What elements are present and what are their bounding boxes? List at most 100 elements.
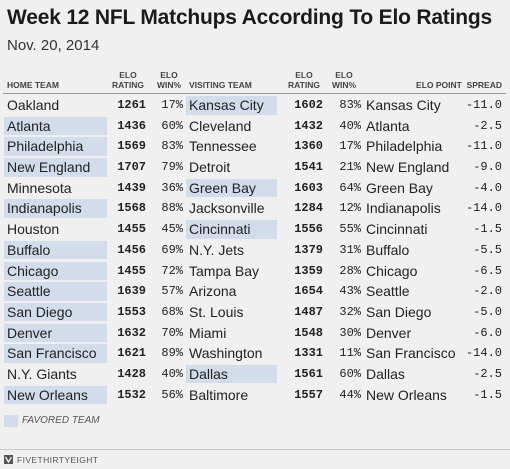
visit-elo-rating-cell: 1432 [294, 118, 323, 133]
home-elo-rating-cell: 1436 [117, 118, 146, 133]
table-row: Buffalo 1456 69% N.Y. Jets 1379 31% Buffalo -5.… [0, 240, 510, 262]
home-elo-rating-cell: 1439 [117, 180, 146, 195]
visit-elo-rating-cell: 1284 [294, 201, 323, 216]
visit-elo-rating-cell: 1602 [294, 98, 323, 112]
visiting-team-cell: St. Louis [189, 303, 244, 320]
home-elo-rating-cell: 1568 [117, 201, 146, 216]
legend-swatch [4, 415, 18, 427]
home-elo-rating-cell: 1621 [117, 346, 146, 361]
visiting-team-cell: Tennessee [189, 138, 257, 155]
visit-elo-win-cell: 12% [339, 201, 361, 216]
point-spread-cell: -6.5 [473, 263, 502, 278]
visiting-team-cell: Miami [189, 324, 227, 341]
table-row: San Diego 1553 68% St. Louis 1487 32% San Dieg… [0, 302, 510, 324]
visit-elo-rating-cell: 1360 [294, 139, 323, 154]
visiting-team-cell: Cleveland [189, 117, 252, 134]
visit-elo-win-cell: 44% [339, 387, 361, 402]
header-visiting-team: VISITING TEAM [189, 80, 252, 90]
home-team-cell: Houston [7, 221, 60, 238]
home-elo-win-cell: 40% [161, 366, 183, 381]
header-visit-elo-win: ELO WIN% [331, 70, 357, 90]
home-elo-win-cell: 36% [161, 180, 183, 195]
visiting-team-cell: Tampa Bay [189, 262, 260, 279]
point-spread-cell: -5.0 [473, 304, 502, 319]
visiting-team-cell: Detroit [189, 159, 231, 176]
visit-elo-rating-cell: 1548 [294, 325, 323, 340]
point-spread-cell: -1.5 [473, 222, 502, 237]
favored-team-cell: San Diego [366, 303, 432, 320]
point-spread-cell: -5.5 [473, 242, 502, 257]
home-elo-rating-cell: 1532 [117, 387, 146, 402]
visit-elo-win-cell: 31% [339, 242, 361, 257]
home-elo-win-cell: 89% [161, 346, 183, 361]
visiting-team-cell: Cincinnati [186, 220, 277, 239]
home-elo-win-cell: 45% [161, 222, 183, 237]
footer-brand: FIVETHIRTYEIGHT [17, 455, 99, 465]
table-row: Oakland 1261 17% Kansas City 1602 83% Kansas C… [0, 96, 510, 117]
point-spread-cell: -6.0 [473, 325, 502, 340]
fivethirtyeight-logo-icon [4, 455, 13, 464]
visit-elo-win-cell: 21% [339, 160, 361, 175]
visiting-team-cell: Green Bay [186, 178, 277, 198]
home-elo-rating-cell: 1553 [117, 304, 146, 319]
favored-team-cell: Cincinnati [366, 221, 428, 238]
visit-elo-rating-cell: 1556 [294, 222, 323, 237]
point-spread-cell: -14.0 [465, 201, 502, 216]
favored-team-cell: Chicago [366, 262, 418, 279]
visit-elo-rating-cell: 1561 [294, 366, 323, 381]
home-elo-win-cell: 60% [161, 118, 183, 133]
home-team-cell: New England [4, 158, 107, 177]
favored-team-cell: Dallas [366, 365, 405, 382]
header-home-elo-rating: ELO RATING [112, 70, 144, 90]
favored-team-cell: Denver [366, 324, 412, 341]
chart-subtitle: Nov. 20, 2014 [7, 37, 100, 54]
table-row: Houston 1455 45% Cincinnati 1556 55% Cincinnat… [0, 220, 510, 241]
matchup-table: Oakland 1261 17% Kansas City 1602 83% Kansas C… [0, 96, 510, 406]
visit-elo-win-cell: 83% [339, 98, 361, 112]
table-row: Atlanta 1436 60% Cleveland 1432 40% Atlanta -2.… [0, 116, 510, 138]
home-team-cell: Oakland [7, 97, 60, 113]
favored-team-cell: Seattle [366, 283, 410, 300]
home-team-cell: Chicago [4, 261, 107, 280]
table-row: Denver 1632 70% Miami 1548 30% Denver -6.0 [0, 323, 510, 345]
visit-elo-win-cell: 64% [339, 180, 361, 195]
point-spread-cell: -2.0 [473, 284, 502, 299]
home-elo-rating-cell: 1639 [117, 284, 146, 299]
home-team-cell: New Orleans [4, 385, 107, 405]
favored-team-cell: San Francisco [366, 345, 456, 362]
header-point-spread: ELO POINT SPREAD [416, 80, 502, 90]
home-team-cell: N.Y. Giants [7, 365, 77, 382]
point-spread-cell: -2.5 [473, 118, 502, 133]
favored-team-cell: Buffalo [366, 241, 410, 258]
favored-team-cell: Indianapolis [366, 200, 441, 217]
visiting-team-cell: Washington [189, 345, 263, 362]
point-spread-cell: -1.5 [473, 387, 502, 402]
home-team-cell: Seattle [4, 282, 107, 301]
home-elo-win-cell: 69% [161, 242, 183, 257]
home-elo-win-cell: 68% [161, 304, 183, 319]
visit-elo-win-cell: 11% [339, 346, 361, 361]
table-row: New England 1707 79% Detroit 1541 21% New Engl… [0, 158, 510, 179]
visiting-team-cell: Baltimore [189, 386, 249, 403]
point-spread-cell: -11.0 [465, 98, 502, 112]
home-elo-win-cell: 57% [161, 284, 183, 299]
visiting-team-cell: Kansas City [186, 96, 277, 115]
favored-team-cell: New England [366, 159, 450, 176]
home-elo-rating-cell: 1707 [117, 160, 146, 175]
home-elo-rating-cell: 1455 [117, 222, 146, 237]
home-elo-rating-cell: 1261 [117, 98, 146, 112]
home-elo-rating-cell: 1455 [117, 263, 146, 278]
visit-elo-win-cell: 43% [339, 284, 361, 299]
table-row: Chicago 1455 72% Tampa Bay 1359 28% Chicago -6.… [0, 261, 510, 283]
home-team-cell: Philadelphia [4, 137, 107, 156]
visiting-team-cell: N.Y. Jets [189, 241, 244, 258]
header-visit-elo-rating: ELO RATING [288, 70, 320, 90]
visiting-team-cell: Dallas [186, 364, 277, 384]
visit-elo-rating-cell: 1359 [294, 263, 323, 278]
home-elo-win-cell: 72% [161, 263, 183, 278]
table-row: New Orleans 1532 56% Baltimore 1557 44% New Or… [0, 385, 510, 407]
home-elo-rating-cell: 1428 [117, 366, 146, 381]
visit-elo-win-cell: 28% [339, 263, 361, 278]
point-spread-cell: -14.0 [465, 346, 502, 361]
favored-team-cell: Philadelphia [366, 138, 443, 155]
